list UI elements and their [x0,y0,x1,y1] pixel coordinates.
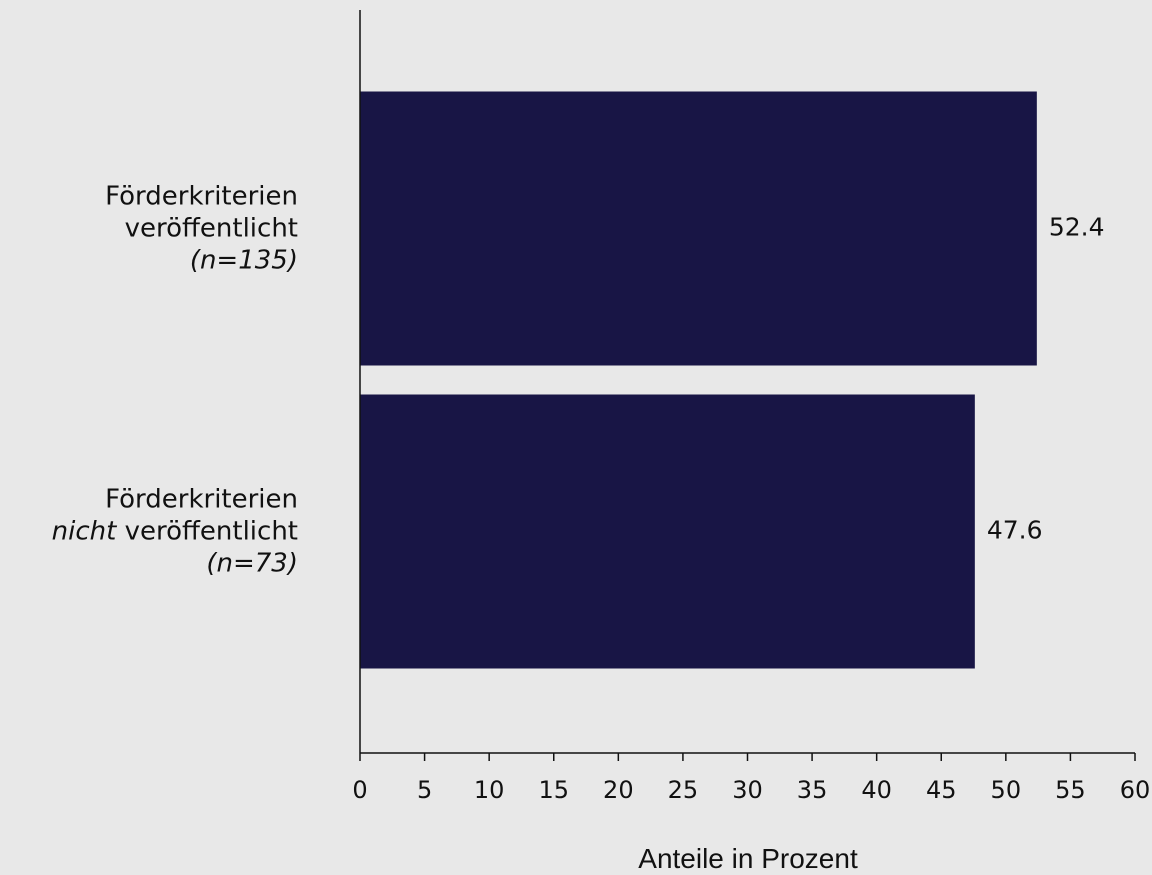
x-tick-label-8: 40 [861,776,892,804]
x-tick-label-10: 50 [991,776,1022,804]
bar-0 [360,91,1037,366]
x-tick-label-9: 45 [926,776,957,804]
x-tick-label-1: 5 [417,776,432,804]
x-axis-title: Anteile in Prozent [638,843,858,874]
x-tick-label-7: 35 [797,776,828,804]
category-label-1-line-0-part-0: Förderkriterien [105,484,298,514]
x-tick-label-5: 25 [668,776,699,804]
category-label-0: Förderkriterien veröffentlicht (n=135) [105,181,298,275]
x-tick-label-11: 55 [1055,776,1086,804]
category-label-1-line-1-part-1: veröffentlicht [116,516,298,546]
x-tick-label-4: 20 [603,776,634,804]
x-tick-label-6: 30 [732,776,763,804]
x-tick-label-0: 0 [352,776,367,804]
x-tick-label-12: 60 [1120,776,1151,804]
category-label-1: Förderkriterien nicht veröffentlicht (n=73… [52,484,298,578]
value-label-1: 47.6 [987,516,1043,545]
bar-1 [360,394,975,669]
value-label-0: 52.4 [1049,213,1105,242]
category-labels-group: Förderkriterien veröffentlicht (n=135)Förd… [52,181,298,578]
x-axis-ticks: 0 5 10 15 20 25 30 35 40 45 50 55 60 [352,753,1150,804]
category-label-0-line-2-part-0: (n=135) [190,245,298,275]
category-label-0-line-1-part-0: veröffentlicht [125,213,298,243]
category-label-0-line-0-part-0: Förderkriterien [105,181,298,211]
x-tick-label-3: 15 [538,776,569,804]
x-tick-label-2: 10 [474,776,505,804]
category-label-1-line-2-part-0: (n=73) [206,548,298,578]
bars-group [360,91,1037,669]
value-labels-group: 52.4 47.6 [987,213,1105,545]
category-label-1-line-1-part-0: nicht [52,516,117,546]
